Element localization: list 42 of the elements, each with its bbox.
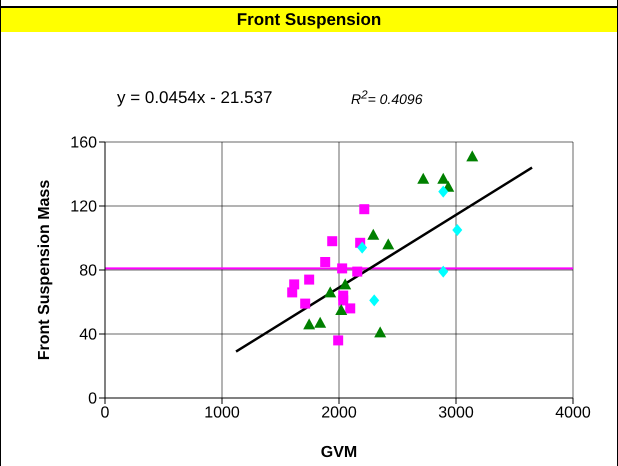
point [466,150,478,162]
point [438,266,448,278]
point [303,318,316,330]
point [438,186,448,198]
x-axis-title: GVM [320,444,358,461]
point [359,204,370,214]
y-axis-title: Front Suspension Mass [36,180,53,360]
x-tick-label: 2000 [321,404,357,422]
point [345,303,356,314]
point [337,263,348,274]
point [357,242,368,254]
y-tick-label: 40 [79,326,98,344]
point [374,326,386,338]
x-tick-label: 0 [100,404,110,422]
text: R$^{2}$= 0.4096 [351,88,422,107]
x-tick-label: 3000 [438,404,474,422]
point [367,228,380,240]
x-tick-label: 4000 [555,404,591,422]
point [287,287,298,298]
point [382,238,394,250]
y-tick-label: 120 [70,198,98,216]
text: y = 0.0454x - 21.537 [117,88,272,107]
point [437,172,450,184]
point [338,295,348,306]
point [327,236,338,246]
x-tick-label: 1000 [204,404,240,422]
point [452,224,462,236]
point [300,298,310,309]
y-tick-label: 160 [70,134,98,152]
point [304,274,314,285]
point [352,266,362,277]
point [320,257,330,267]
point [417,172,430,184]
point [333,335,344,346]
y-tick-label: 0 [88,390,98,408]
point [324,286,336,298]
point [335,304,348,315]
point [369,294,380,306]
point [314,316,326,328]
chart-title: Front Suspension [236,10,382,29]
y-tick-label: 80 [79,262,98,280]
point [339,278,352,290]
